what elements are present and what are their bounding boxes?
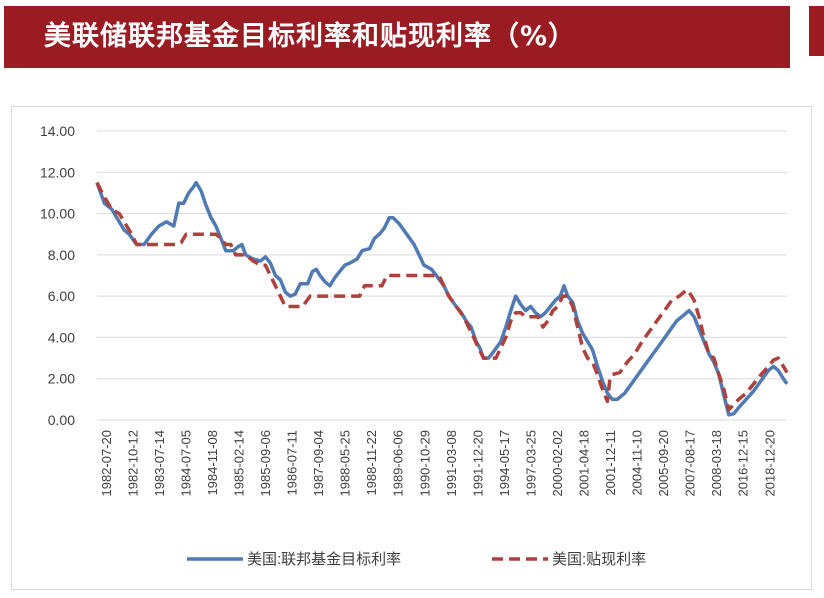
title-accent: [809, 6, 824, 56]
x-tick-label: 1984-11-08: [205, 430, 220, 496]
x-tick-label: 2007-08-17: [683, 430, 698, 497]
series-line-discount-rate: [95, 181, 789, 412]
y-tick-label: 10.00: [40, 206, 75, 222]
y-tick-label: 6.00: [48, 288, 75, 304]
x-tick-label: 2016-12-15: [736, 430, 751, 497]
y-tick-label: 14.00: [40, 123, 75, 139]
x-tick-label: 2004-11-10: [630, 430, 645, 496]
x-tick-label: 1986-07-11: [285, 430, 300, 496]
y-tick-label: 0.00: [48, 412, 75, 428]
x-tick-label: 1991-12-20: [470, 430, 485, 497]
y-tick-label: 8.00: [48, 247, 75, 263]
x-axis-ticks: 1982-07-20 1982-10-12 1983-07-14 1984-07-05…: [99, 430, 777, 497]
x-tick-label: 2008-03-18: [709, 430, 724, 497]
legend-label: 美国:联邦基金目标利率: [247, 551, 401, 568]
x-tick-label: 1988-11-22: [364, 430, 379, 496]
x-tick-label: 1987-09-04: [311, 430, 326, 497]
page-title: 美联储联邦基金目标利率和贴现利率（%）: [44, 21, 577, 52]
legend-label: 美国:贴现利率: [552, 551, 646, 568]
y-tick-label: 12.00: [40, 164, 75, 180]
x-tick-label: 1989-06-06: [391, 430, 406, 497]
x-tick-label: 2000-02-02: [550, 430, 565, 497]
x-tick-label: 2001-12-11: [603, 430, 618, 496]
chart-frame: 14.00 12.00 10.00 8.00 6.00 4.00 2.00 0.00 1982…: [11, 106, 812, 590]
x-tick-label: 2005-09-20: [656, 430, 671, 497]
x-tick-label: 1991-03-08: [444, 430, 459, 497]
x-tick-label: 1985-02-14: [232, 430, 247, 497]
x-tick-label: 2018-12-20: [762, 430, 777, 497]
line-chart: 14.00 12.00 10.00 8.00 6.00 4.00 2.00 0.00 1982…: [40, 123, 789, 568]
x-tick-label: 1983-07-14: [152, 430, 167, 497]
x-tick-label: 1982-07-20: [99, 430, 114, 497]
y-tick-label: 2.00: [48, 371, 75, 387]
series-lines: [95, 180, 789, 417]
x-tick-label: 1994-05-17: [497, 430, 512, 497]
legend: 美国:联邦基金目标利率 美国:贴现利率: [187, 551, 646, 568]
x-tick-label: 1985-09-06: [258, 430, 273, 497]
x-tick-label: 1988-05-25: [338, 430, 353, 497]
grid-lines: [97, 130, 787, 421]
series-line-fed-funds-target: [95, 180, 789, 417]
x-tick-label: 1997-03-25: [523, 430, 538, 497]
x-tick-label: 2001-04-18: [577, 430, 592, 497]
x-tick-label: 1984-07-05: [178, 430, 193, 497]
title-bar: [4, 6, 790, 68]
y-tick-label: 4.00: [48, 329, 75, 345]
x-tick-label: 1990-10-29: [417, 430, 432, 497]
y-axis-ticks: 14.00 12.00 10.00 8.00 6.00 4.00 2.00 0.00: [40, 123, 75, 428]
x-tick-label: 1982-10-12: [125, 430, 140, 497]
